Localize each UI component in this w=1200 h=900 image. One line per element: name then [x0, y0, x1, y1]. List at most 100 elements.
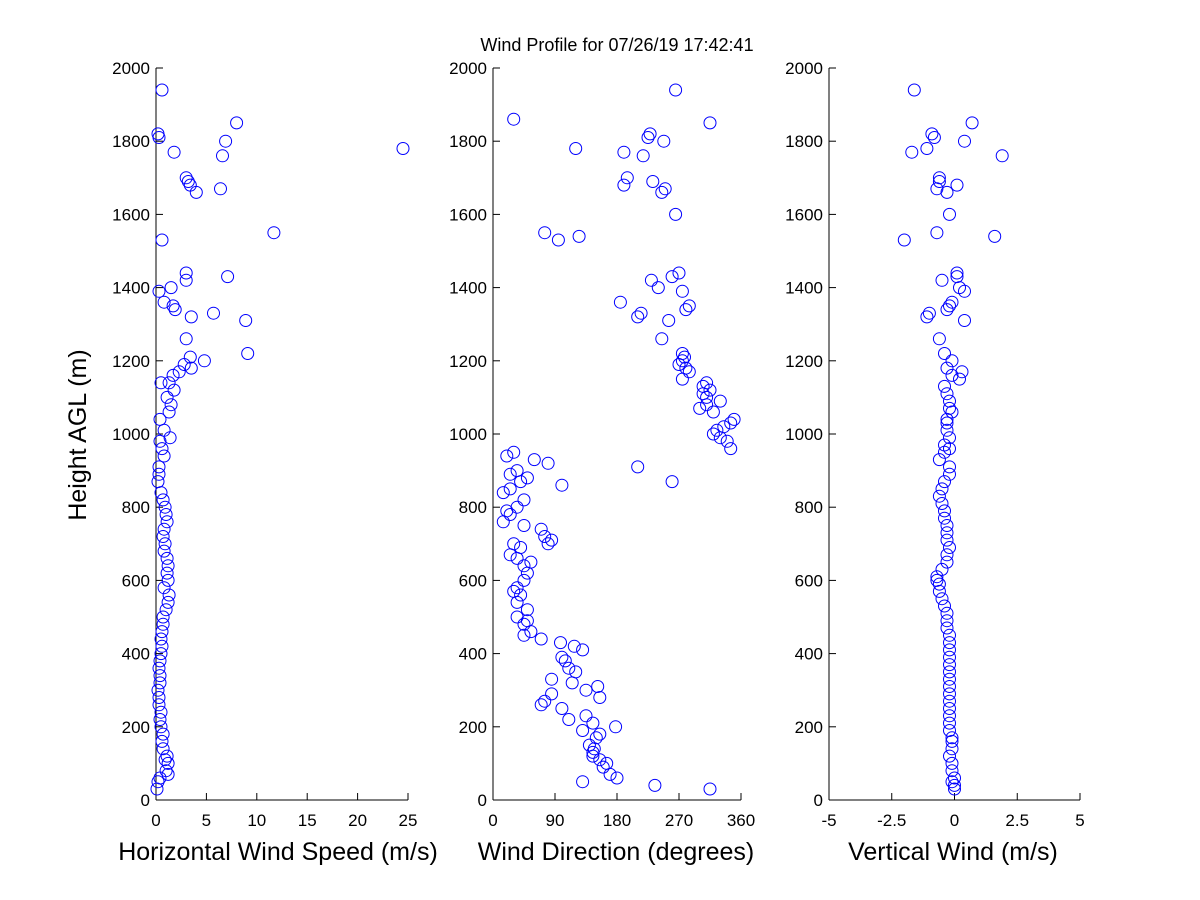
speed-data-point	[179, 332, 193, 346]
vertical-data-point	[995, 149, 1009, 163]
direction-data-point	[562, 661, 576, 675]
vertical-y-tick-label: 1200	[785, 352, 823, 371]
direction-data-point	[591, 680, 605, 693]
direction-x-tick-label: 360	[727, 811, 755, 830]
speed-data-point	[151, 475, 165, 489]
direction-data-point	[657, 134, 671, 148]
speed-data-point	[214, 182, 227, 196]
vertical-y-tick-label: 1800	[785, 132, 823, 151]
speed-data-point	[184, 361, 198, 375]
vertical-data-point	[907, 83, 921, 97]
vertical-data-point	[930, 570, 944, 584]
direction-data-point	[520, 471, 534, 485]
direction-data-point	[507, 445, 521, 459]
vertical-data-point	[935, 562, 949, 576]
vertical-data-point	[930, 573, 944, 587]
direction-data-point	[517, 628, 531, 642]
direction-data-point	[541, 537, 555, 551]
direction-data-point	[534, 632, 548, 646]
vertical-data-point	[945, 775, 959, 789]
vertical-data-point	[958, 314, 971, 327]
direction-data-point	[613, 295, 627, 309]
direction-data-point	[641, 131, 655, 144]
vertical-y-tick-label: 0	[814, 791, 823, 810]
vertical-data-point	[940, 519, 954, 532]
direction-data-point	[510, 500, 524, 514]
vertical-y-tick-label: 200	[795, 718, 823, 737]
direction-data-point	[510, 595, 524, 609]
speed-y-tick-label: 1800	[112, 132, 150, 151]
direction-data-point	[682, 299, 696, 313]
speed-data-point	[161, 573, 175, 587]
direction-data-point	[520, 566, 534, 580]
speed-data-point	[168, 303, 182, 317]
direction-data-point	[503, 482, 517, 496]
vertical-data-point	[945, 354, 959, 368]
direction-data-point	[610, 771, 624, 785]
direction-data-point	[596, 760, 610, 774]
speed-data-point	[152, 467, 166, 481]
direction-x-tick-label: 90	[546, 811, 565, 830]
vertical-data-point	[943, 541, 956, 554]
direction-data-point	[713, 394, 727, 408]
direction-data-point	[576, 775, 590, 789]
direction-y-tick-label: 2000	[449, 59, 487, 78]
direction-data-point	[593, 753, 607, 767]
direction-x-tick-label: 180	[603, 811, 631, 830]
vertical-data-point	[943, 643, 956, 657]
direction-data-point	[720, 434, 734, 448]
vertical-data-point	[940, 423, 954, 437]
direction-y-tick-label: 0	[478, 791, 487, 810]
speed-data-point	[164, 398, 178, 412]
speed-data-point	[179, 273, 193, 287]
vertical-data-point	[945, 756, 959, 770]
direction-data-point	[669, 83, 683, 97]
vertical-data-point	[943, 709, 956, 723]
speed-data-point	[155, 734, 169, 748]
speed-data-point	[156, 530, 170, 543]
speed-data-point	[167, 383, 181, 397]
vertical-data-point	[938, 475, 951, 489]
vertical-data-point	[935, 273, 949, 287]
direction-data-point	[655, 185, 669, 199]
direction-data-point	[617, 178, 631, 192]
direction-data-point	[700, 398, 714, 412]
direction-data-point	[507, 537, 521, 551]
direction-data-point	[510, 464, 524, 478]
direction-data-point	[579, 709, 593, 723]
direction-data-point	[644, 273, 658, 287]
vertical-data-point	[945, 764, 959, 778]
vertical-data-point	[955, 365, 969, 379]
speed-y-tick-label: 1000	[112, 425, 150, 444]
direction-data-point	[569, 142, 583, 155]
direction-data-point	[555, 478, 569, 492]
y-axis-title: Height AGL (m)	[64, 349, 92, 520]
direction-data-point	[679, 303, 693, 317]
vertical-data-point	[945, 742, 959, 756]
direction-data-point	[507, 112, 521, 126]
panel-horizontal-speed: 0 200 400 600 800 1000 1200 1400 1600 1800 2000 0 5 1…	[112, 59, 417, 830]
vertical-x-tick-label: 5	[1075, 811, 1084, 830]
direction-data-point	[706, 427, 720, 441]
direction-x-tick-label: 0	[488, 811, 497, 830]
speed-data-point	[155, 442, 169, 456]
vertical-data-point	[945, 405, 959, 419]
speed-data-point	[159, 764, 173, 778]
direction-data-point	[662, 314, 676, 327]
speed-data-point	[160, 566, 174, 580]
direction-data-point	[554, 636, 567, 650]
vertical-data-point	[938, 445, 951, 459]
speed-y-tick-label: 1400	[112, 279, 150, 298]
direction-data-point	[534, 522, 548, 536]
direction-data-point	[643, 127, 657, 141]
vertical-data-point	[943, 650, 956, 664]
speed-data-point	[161, 595, 175, 609]
speed-data-point	[157, 522, 171, 536]
speed-data-point	[153, 654, 167, 668]
direction-data-point	[569, 665, 583, 679]
speed-data-point	[154, 705, 168, 719]
speed-data-point	[156, 617, 170, 631]
speed-y-tick-label: 400	[122, 645, 150, 664]
direction-data-point	[631, 310, 645, 324]
direction-data-point	[724, 416, 738, 430]
